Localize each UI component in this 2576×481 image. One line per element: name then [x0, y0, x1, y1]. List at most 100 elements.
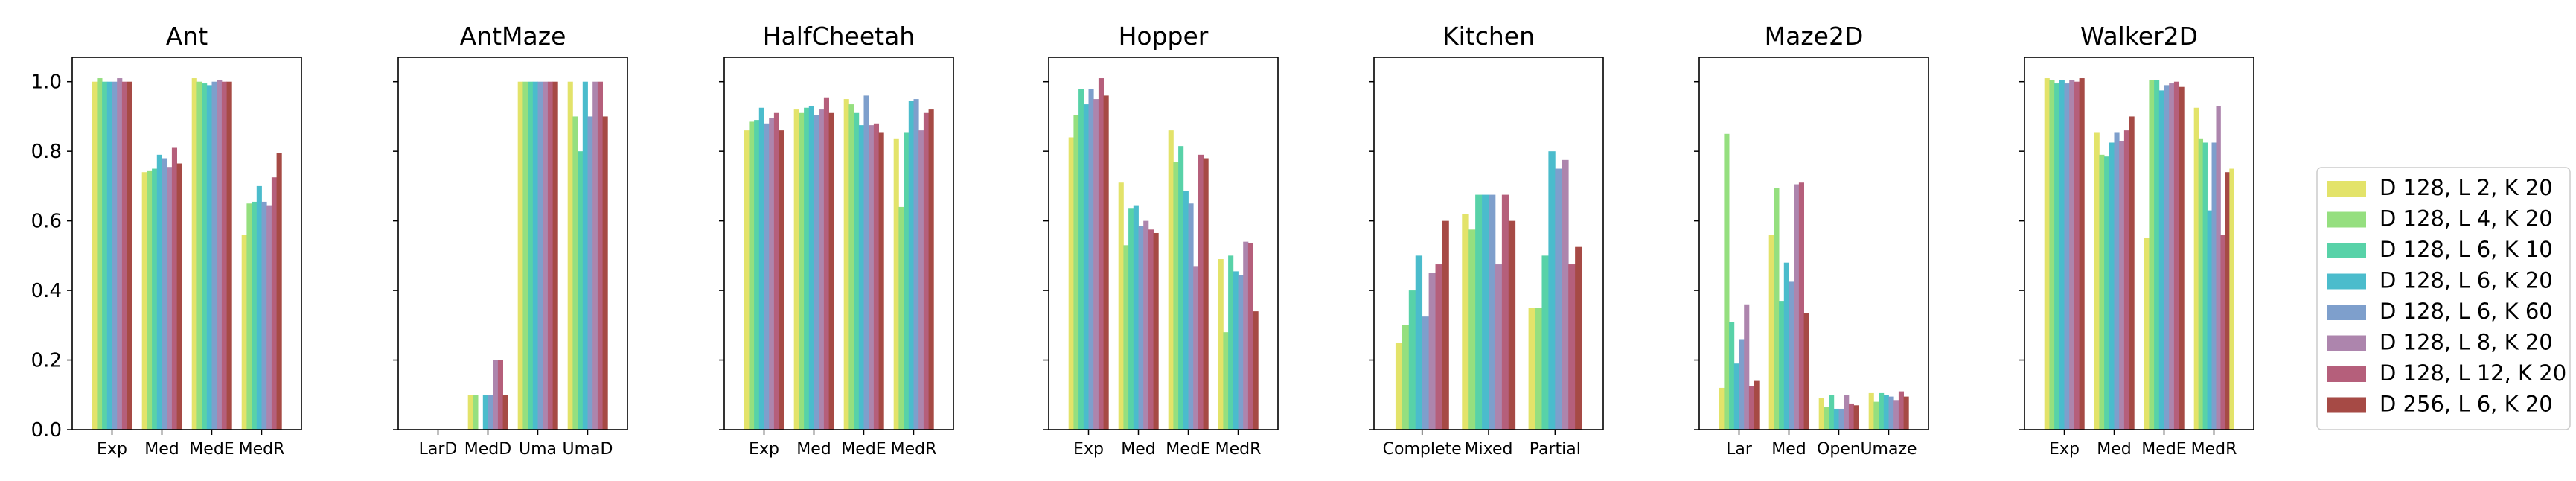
- bar: [567, 81, 573, 430]
- bar: [602, 116, 608, 430]
- bar: [597, 81, 603, 430]
- bar: [547, 81, 553, 430]
- bar: [1794, 184, 1800, 430]
- bar: [112, 81, 118, 430]
- legend-swatch: [2327, 181, 2366, 197]
- bar: [764, 123, 770, 430]
- bar: [2114, 132, 2120, 430]
- bar: [2044, 78, 2050, 430]
- bar: [226, 81, 232, 430]
- bar: [2059, 80, 2065, 430]
- bar: [799, 112, 805, 430]
- bar: [1535, 308, 1542, 430]
- panel-title: AntMaze: [460, 22, 566, 51]
- bar: [1253, 311, 1259, 430]
- bar: [1853, 405, 1859, 430]
- panel-title: Maze2D: [1765, 22, 1864, 51]
- bar: [202, 83, 208, 430]
- bar: [2154, 80, 2160, 430]
- bar: [1223, 332, 1229, 430]
- legend-entry-label: D 128, L 6, K 60: [2380, 299, 2553, 324]
- bar: [1088, 89, 1094, 430]
- bar: [152, 168, 158, 430]
- bar: [528, 81, 534, 430]
- bar: [502, 395, 508, 430]
- panel-maze2d: Maze2D Lar Med Open Umaze: [1694, 22, 1929, 459]
- x-tick-label: Mixed: [1465, 440, 1513, 459]
- bar: [2119, 141, 2125, 430]
- bar: [1798, 182, 1804, 430]
- bar: [1844, 395, 1850, 430]
- x-tick-label: Exp: [749, 440, 779, 459]
- bar: [2064, 83, 2070, 430]
- bar: [2193, 107, 2199, 430]
- bar: [758, 107, 764, 430]
- bar: [522, 81, 528, 430]
- bar: [808, 106, 814, 430]
- bar: [1555, 168, 1562, 430]
- panel-halfcheetah: HalfCheetah Exp Med MedE MedR: [719, 22, 954, 459]
- bar: [171, 147, 177, 430]
- bar: [814, 115, 819, 430]
- bar: [898, 206, 904, 430]
- bar: [1073, 115, 1079, 430]
- bar: [2074, 81, 2080, 430]
- legend-swatch: [2327, 211, 2366, 228]
- bar: [1818, 398, 1824, 430]
- legend-swatch: [2327, 366, 2366, 382]
- x-tick-label: Exp: [2049, 440, 2080, 459]
- bar: [156, 154, 162, 430]
- bar: [1078, 89, 1084, 430]
- bar: [1462, 214, 1469, 430]
- bar: [928, 109, 934, 430]
- panel-antmaze: AntMaze LarD MedD Uma UmaD: [393, 22, 628, 459]
- bar: [2049, 80, 2055, 430]
- bar: [893, 138, 899, 430]
- bar: [1779, 301, 1785, 430]
- bar: [1148, 229, 1154, 430]
- bar: [1482, 194, 1489, 430]
- bar: [1238, 275, 1244, 430]
- x-tick-label: UmaD: [563, 440, 613, 459]
- bar: [2099, 154, 2105, 430]
- x-tick-label: Lar: [1726, 440, 1753, 459]
- bar: [1541, 255, 1549, 430]
- bar: [1748, 386, 1754, 430]
- bar: [1198, 154, 1204, 430]
- bar: [572, 116, 578, 430]
- bar: [2169, 83, 2175, 430]
- bar: [1774, 188, 1780, 430]
- bar: [2104, 156, 2110, 430]
- axes-frame: [397, 57, 628, 430]
- legend: D 128, L 2, K 20 D 128, L 4, K 20 D 128, L…: [2316, 167, 2571, 430]
- bar: [1873, 401, 1879, 430]
- chart-panels: Ant Exp Med MedE MedR 0.0 0.2 0.4 0.6 0.8 1.0 AntMa…: [31, 22, 2254, 459]
- bar: [1183, 191, 1189, 430]
- bar: [1395, 343, 1403, 430]
- bar: [2202, 142, 2208, 430]
- legend-entry-label: D 128, L 2, K 20: [2380, 175, 2553, 200]
- bar: [2158, 90, 2164, 430]
- bar: [127, 81, 132, 430]
- bar: [1733, 363, 1739, 430]
- x-tick-label: MedR: [1215, 440, 1262, 459]
- bar: [1568, 264, 1576, 430]
- bar: [2109, 142, 2115, 430]
- bar: [543, 81, 549, 430]
- bar: [1501, 194, 1509, 430]
- legend-entry-label: D 128, L 12, K 20: [2380, 360, 2566, 386]
- x-tick-label: Med: [144, 440, 179, 459]
- bar: [1118, 182, 1124, 430]
- bar: [1903, 396, 1909, 430]
- panel-title: HalfCheetah: [763, 22, 915, 51]
- bar: [276, 153, 282, 430]
- bar: [241, 235, 247, 430]
- bar: [854, 112, 860, 430]
- bar: [1768, 235, 1774, 430]
- bar: [1562, 159, 1569, 430]
- bar: [552, 81, 558, 430]
- bar: [592, 81, 598, 430]
- bar: [147, 170, 153, 430]
- bar: [1103, 95, 1109, 430]
